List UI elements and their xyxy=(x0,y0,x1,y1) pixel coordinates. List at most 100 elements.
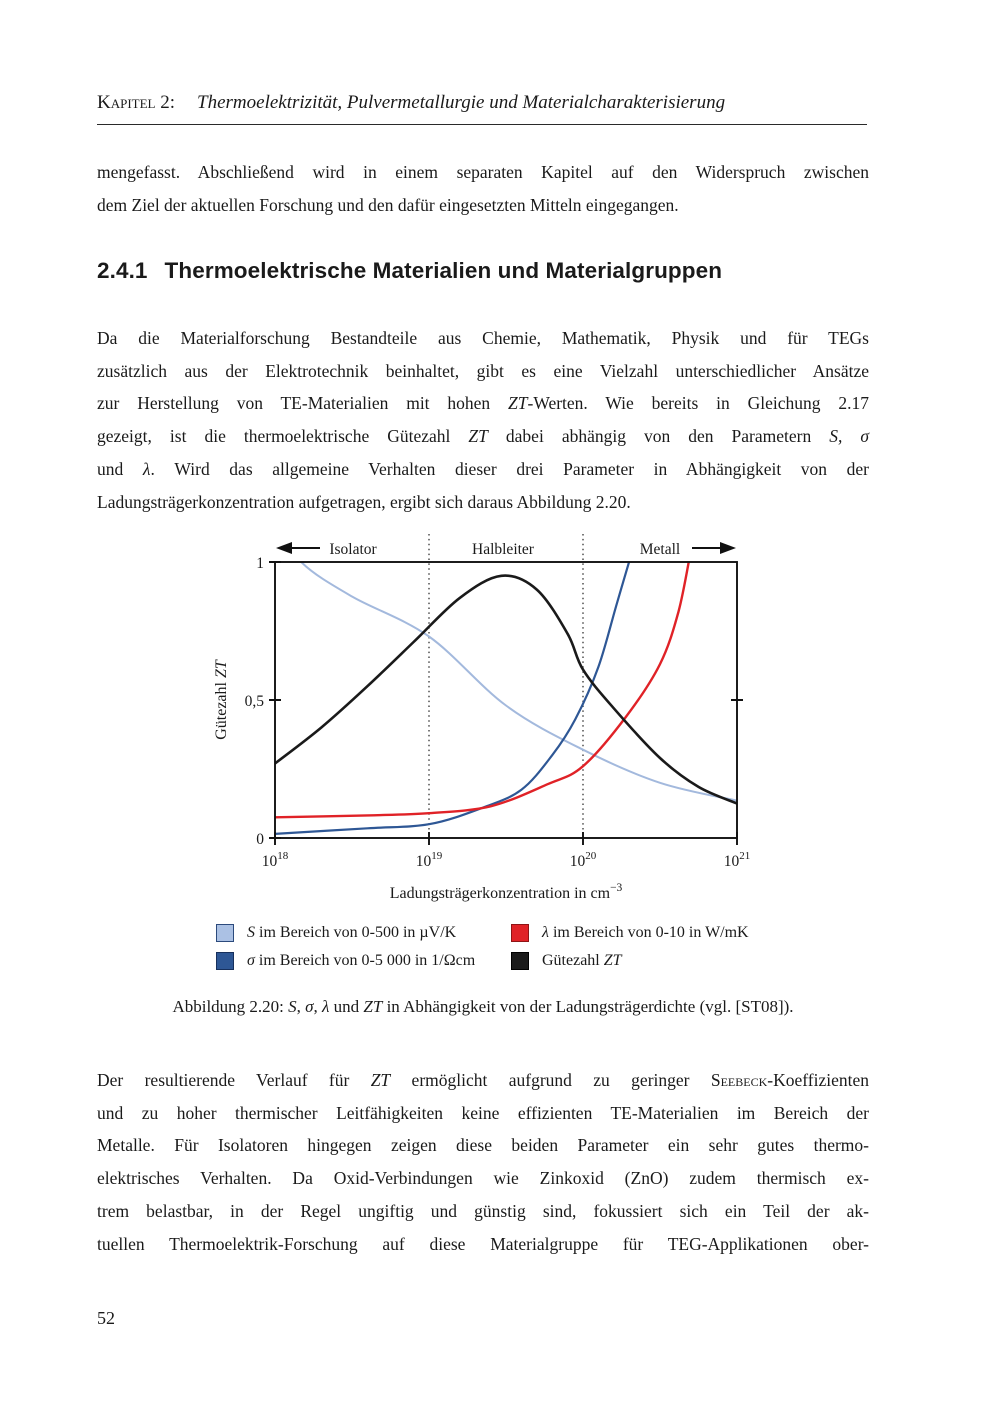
text-segment: Der resultierende Verlauf für xyxy=(97,1070,371,1090)
region-label-metall: Metall xyxy=(640,541,680,558)
paragraph-1: mengefasst. Abschließend wird in einem s… xyxy=(97,156,869,221)
text-segment: im Bereich von 0-5 000 in 1/Ωcm xyxy=(254,952,476,969)
text-segment: σ xyxy=(305,997,314,1016)
text-segment: und xyxy=(97,458,143,479)
text-segment: ZT xyxy=(603,952,622,969)
section-number: 2.4.1 xyxy=(97,258,148,283)
text-segment: dem Ziel der aktuellen Forschung und den… xyxy=(97,194,679,215)
text-segment: , xyxy=(296,997,306,1016)
text-line: trem belastbar, in der Regel ungiftig un… xyxy=(97,1195,869,1228)
text-segment: λ xyxy=(542,924,549,941)
section-title: Thermoelektrische Materialien und Materi… xyxy=(164,258,723,283)
arrow-left-icon xyxy=(276,542,292,554)
text-segment: S xyxy=(247,924,255,941)
curve-sigma xyxy=(275,562,631,835)
text-segment: σ xyxy=(247,952,255,969)
text-line: zusätzlich aus der Elektrotechnik beinha… xyxy=(97,355,869,388)
x-tick-1e19: 1019 xyxy=(416,850,443,870)
text-segment: ZT xyxy=(370,1070,391,1090)
legend-item-S: S im Bereich von 0-500 in µV/K xyxy=(216,924,456,942)
legend-swatch-lambda xyxy=(511,924,529,942)
text-line: Ladungsträgerkonzentration aufgetragen, … xyxy=(97,486,869,519)
x-tick-1e20: 1020 xyxy=(570,850,597,870)
x-tick-1e21: 1021 xyxy=(724,850,751,870)
legend-label-sigma: σ im Bereich von 0-5 000 in 1/Ωcm xyxy=(247,952,475,970)
x-axis-tick-labels: 1018 1019 1020 1021 xyxy=(262,850,751,870)
page-number: 52 xyxy=(97,1308,115,1328)
x-axis-title: Ladungsträgerkonzentration in cm−3 xyxy=(390,882,623,902)
text-line: Der resultierende Verlauf für ZT ermögli… xyxy=(97,1064,869,1097)
text-segment: Ladungsträgerkonzentration aufgetragen, … xyxy=(97,491,631,512)
text-line: Metalle. Für Isolatoren hingegen zeigen … xyxy=(97,1129,869,1162)
text-line: und zu hoher thermischer Leitfähigkeiten… xyxy=(97,1097,869,1130)
legend-item-ZT: Gütezahl ZT xyxy=(511,952,622,970)
page-header: Kapitel 2: Thermoelektrizität, Pulvermeta… xyxy=(97,92,869,114)
legend-swatch-S xyxy=(216,924,234,942)
plot-frame xyxy=(274,561,738,839)
text-segment: λ xyxy=(322,997,330,1016)
legend-label-ZT: Gütezahl ZT xyxy=(542,952,622,970)
axis-ticks xyxy=(269,561,743,845)
region-label-isolator: Isolator xyxy=(329,541,377,558)
y-axis-title: Gütezahl ZT xyxy=(213,659,230,740)
text-segment: ZT xyxy=(508,393,528,414)
text-segment: gezeigt, ist die thermoelektrische Gütez… xyxy=(97,426,469,447)
text-line: Da die Materialforschung Bestandteile au… xyxy=(97,322,869,355)
figure-chart: Isolator Halbleiter Metall 1 0,5 0 1018 … xyxy=(213,534,751,902)
text-segment: , xyxy=(313,997,323,1016)
text-segment: und xyxy=(329,997,364,1016)
y-tick-0: 0 xyxy=(256,831,264,848)
text-segment: zusätzlich aus der Elektrotechnik beinha… xyxy=(97,360,869,381)
text-segment: und zu hoher thermischer Leitfähigkeiten… xyxy=(97,1102,869,1123)
y-tick-1: 1 xyxy=(256,555,264,572)
text-segment: tuellen Thermoelektrik-Forschung auf die… xyxy=(97,1233,869,1254)
section-heading: 2.4.1 Thermoelektrische Materialien und M… xyxy=(97,258,869,284)
region-label-halbleiter: Halbleiter xyxy=(472,541,535,558)
legend-swatch-sigma xyxy=(216,952,234,970)
text-segment: S, σ xyxy=(829,426,869,447)
text-segment: dabei abhängig von den Parametern xyxy=(487,426,830,447)
legend-item-lambda: λ im Bereich von 0-10 in W/mK xyxy=(511,924,749,942)
text-segment: im Bereich von 0-500 in µV/K xyxy=(255,924,457,941)
text-segment: zur Herstellung von TE-Materialien mit h… xyxy=(97,393,509,414)
curve-lambda xyxy=(275,562,690,819)
text-segment: trem belastbar, in der Regel ungiftig un… xyxy=(97,1200,869,1221)
figure-caption: Abbildung 2.20: S, σ, λ und ZT in Abhäng… xyxy=(97,997,869,1017)
text-segment: Metalle. Für Isolatoren hingegen zeigen … xyxy=(97,1135,869,1156)
paragraph-2: Da die Materialforschung Bestandteile au… xyxy=(97,322,869,518)
chapter-label: Kapitel 2: xyxy=(97,92,176,113)
curve-S xyxy=(299,562,737,802)
text-line: zur Herstellung von TE-Materialien mit h… xyxy=(97,387,869,420)
text-line: mengefasst. Abschließend wird in einem s… xyxy=(97,156,869,189)
text-segment: . Wird das allgemeine Verhalten dieser d… xyxy=(150,458,869,479)
text-segment: in Abhängigkeit von der Ladungsträgerdic… xyxy=(382,997,794,1016)
text-segment: im Bereich von 0-10 in W/mK xyxy=(548,924,749,941)
legend-label-lambda: λ im Bereich von 0-10 in W/mK xyxy=(542,924,749,942)
arrow-right-icon xyxy=(720,542,736,554)
text-segment: ZT xyxy=(363,997,383,1016)
text-segment: -Werten. Wie bereits in Gleichung 2.17 xyxy=(527,393,869,414)
text-line: tuellen Thermoelektrik-Forschung auf die… xyxy=(97,1228,869,1261)
text-segment: Gütezahl xyxy=(542,952,604,969)
text-segment: Da die Materialforschung Bestandteile au… xyxy=(97,328,869,348)
text-line: elektrisches Verhalten. Da Oxid-Verbindu… xyxy=(97,1162,869,1195)
header-rule xyxy=(97,124,867,125)
text-line: dem Ziel der aktuellen Forschung und den… xyxy=(97,189,869,222)
curve-ZT xyxy=(275,574,737,805)
text-line: und λ. Wird das allgemeine Verhalten die… xyxy=(97,453,869,486)
text-segment: ZT xyxy=(468,426,488,447)
chart-curves xyxy=(275,562,737,835)
chapter-title: Thermoelektrizität, Pulvermetallurgie un… xyxy=(197,92,726,113)
region-annotations: Isolator Halbleiter Metall xyxy=(276,541,736,558)
text-segment: elektrisches Verhalten. Da Oxid-Verbindu… xyxy=(97,1168,869,1189)
x-tick-1e18: 1018 xyxy=(262,850,289,870)
legend-label-S: S im Bereich von 0-500 in µV/K xyxy=(247,924,456,942)
text-segment: -Koeffizienten xyxy=(767,1070,869,1090)
text-segment: mengefasst. Abschließend wird in einem s… xyxy=(97,162,869,182)
text-segment: S xyxy=(288,997,297,1016)
text-segment: λ xyxy=(142,458,151,479)
text-segment: Abbildung 2.20: xyxy=(172,997,289,1016)
y-axis-tick-labels: 1 0,5 0 xyxy=(245,555,265,848)
text-segment: ermöglicht aufgrund zu geringer xyxy=(390,1070,711,1090)
